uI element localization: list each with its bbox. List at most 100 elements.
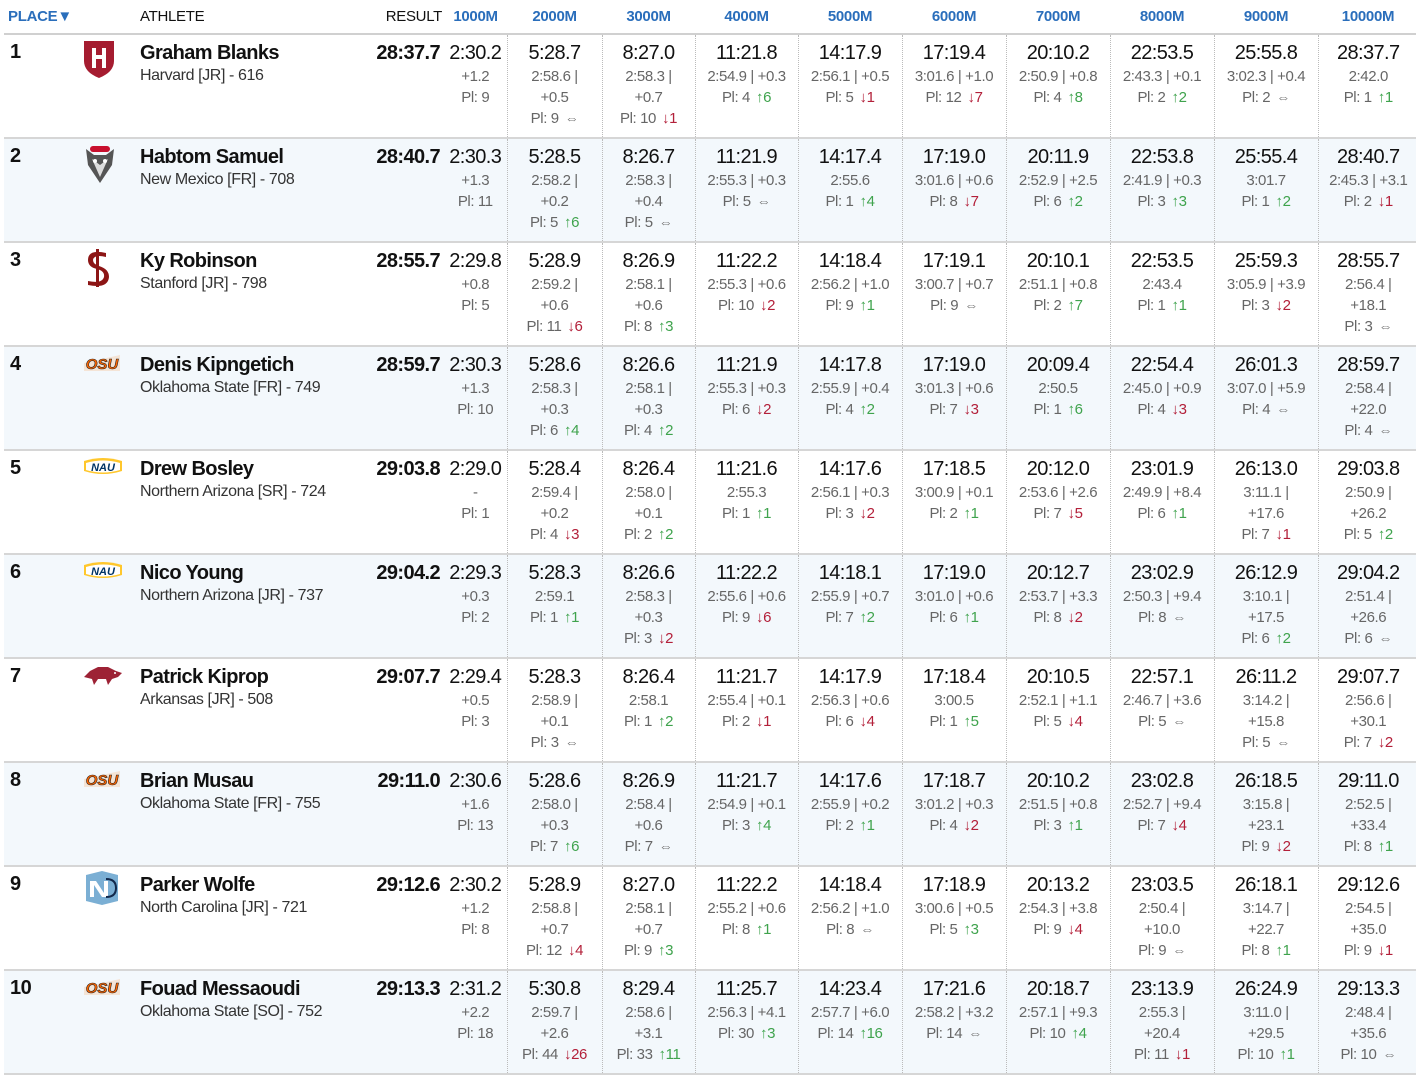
arrow-up-icon: ↑16: [859, 1025, 882, 1042]
athlete-name[interactable]: Denis Kipngetich: [140, 353, 368, 377]
split-gap: +1.2: [444, 66, 507, 87]
arrow-up-icon: ↑1: [1172, 505, 1187, 522]
split-lap-time: 2:55.3: [707, 172, 746, 189]
split-cumulative-time: 11:21.7: [696, 769, 798, 794]
split-header-1000m[interactable]: 1000M: [444, 0, 507, 34]
no-change-icon: ⇔: [1378, 318, 1392, 334]
split-lap-time: 2:52.7: [1123, 796, 1162, 813]
split-header-5000m[interactable]: 5000M: [798, 0, 902, 34]
team-logo: OSU: [82, 762, 140, 866]
split-place: Pl: 7↑2: [799, 607, 902, 628]
split-cumulative-time: 5:28.6: [508, 353, 602, 378]
athlete-team: New Mexico [FR] - 708: [140, 169, 368, 191]
arrow-up-icon: ↑1: [756, 505, 771, 522]
split-place: Pl: 11↓6: [508, 316, 602, 337]
split-header-2000m[interactable]: 2000M: [507, 0, 602, 34]
split-place: Pl: 33↑11: [603, 1044, 695, 1065]
split-place: Pl: 3↑1: [1007, 815, 1110, 836]
split-header-7000m[interactable]: 7000M: [1006, 0, 1110, 34]
athlete-name[interactable]: Nico Young: [140, 561, 368, 585]
split-gap: +0.3: [444, 586, 507, 607]
athlete-name[interactable]: Habtom Samuel: [140, 145, 368, 169]
split-place: Pl: 8: [444, 919, 507, 940]
split-header-3000m[interactable]: 3000M: [602, 0, 695, 34]
arrow-up-icon: ↑3: [658, 942, 673, 959]
split-gap: +0.3: [758, 172, 786, 189]
split-lap-time: 3:01.0: [915, 588, 954, 605]
split-header-10000m[interactable]: 10000M: [1318, 0, 1416, 34]
split-place: Pl: 9↓2: [1215, 836, 1318, 857]
split-gap: +1.0: [861, 276, 889, 293]
athlete-name[interactable]: Brian Musau: [140, 769, 368, 793]
split-gap: +33.4: [1319, 815, 1416, 836]
split-place: Pl: 4↓3: [508, 524, 602, 545]
split-place: Pl: 4↑8: [1007, 87, 1110, 108]
athlete-name[interactable]: Drew Bosley: [140, 457, 368, 481]
split-header-8000m[interactable]: 8000M: [1110, 0, 1214, 34]
split-cumulative-time: 5:28.5: [508, 145, 602, 170]
split-cumulative-time: 14:17.8: [799, 353, 902, 378]
split-lap-time: 2:58.2: [915, 1004, 954, 1021]
svg-text:NAU: NAU: [91, 462, 116, 474]
arrow-up-icon: ↑2: [658, 526, 673, 543]
split-cumulative-time: 22:57.1: [1111, 665, 1214, 690]
result-time: 29:04.2: [368, 554, 444, 658]
split-gap: +0.5: [861, 68, 889, 85]
split-lap-time: 2:57.1: [1019, 1004, 1058, 1021]
result-time: 29:12.6: [368, 866, 444, 970]
split-place: Pl: 9⇔: [1111, 940, 1214, 961]
athlete-name[interactable]: Graham Blanks: [140, 41, 368, 65]
unc-nc-logo-icon: [82, 892, 122, 909]
arrow-up-icon: ↑11: [659, 1046, 681, 1063]
split-cumulative-time: 11:21.9: [696, 145, 798, 170]
split-header-4000m[interactable]: 4000M: [695, 0, 798, 34]
split-header-9000m[interactable]: 9000M: [1214, 0, 1318, 34]
split-place: Pl: 9↓4: [1007, 919, 1110, 940]
split-lap-time: 2:58.1: [625, 900, 664, 917]
split-header-6000m[interactable]: 6000M: [902, 0, 1006, 34]
athlete-team: North Carolina [JR] - 721: [140, 897, 368, 919]
split-place: Pl: 10↑4: [1007, 1023, 1110, 1044]
split-gap: +15.8: [1215, 711, 1318, 732]
split-place: Pl: 5↓4: [1007, 711, 1110, 732]
split-place: Pl: 10: [444, 399, 507, 420]
athlete-name[interactable]: Patrick Kiprop: [140, 665, 368, 689]
split-lap-time: 2:58.3: [531, 380, 570, 397]
split-cumulative-time: 14:23.4: [799, 977, 902, 1002]
athlete-name[interactable]: Parker Wolfe: [140, 873, 368, 897]
split-lap-time: 2:56.3: [811, 692, 850, 709]
athlete-name[interactable]: Fouad Messaoudi: [140, 977, 368, 1001]
arrow-up-icon: ↑2: [658, 422, 673, 439]
place-column-header[interactable]: PLACE▼: [4, 0, 82, 34]
split-place: Pl: 5⇔: [696, 191, 798, 212]
split-lap-time: 2:51.4: [1345, 588, 1384, 605]
split-place: Pl: 11↓1: [1111, 1044, 1214, 1065]
split-gap: +0.2: [508, 191, 602, 212]
split-place: Pl: 10↑1: [1215, 1044, 1318, 1065]
no-change-icon: ⇔: [659, 214, 673, 230]
split-place: Pl: 2↑1: [903, 503, 1006, 524]
athlete-name[interactable]: Ky Robinson: [140, 249, 368, 273]
split-place: Pl: 6↑2: [1007, 191, 1110, 212]
split-place: Pl: 12↓4: [508, 940, 602, 961]
split-cumulative-time: 2:31.2: [444, 977, 507, 1002]
split-lap-time: 2:43.3: [1123, 68, 1162, 85]
split-gap: +0.8: [1069, 276, 1097, 293]
